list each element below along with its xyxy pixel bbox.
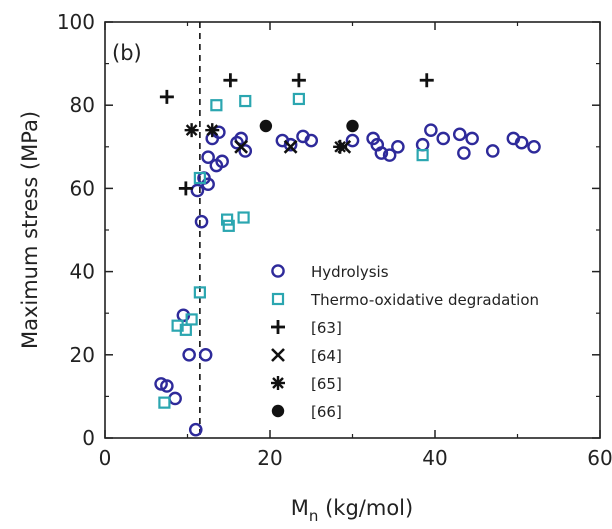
data-point: [527, 139, 541, 154]
data-point: [193, 286, 206, 299]
y-tick-label: 80: [70, 93, 95, 117]
legend: Hydrolysis Thermo-oxidative degradation [6…: [271, 263, 539, 421]
x-axis-title-main: M: [291, 496, 309, 520]
x-axis-title: Mn (kg/mol): [291, 496, 413, 525]
legend-item-4: [65]: [271, 375, 342, 393]
data-point: [185, 313, 198, 326]
panel-label: (b): [112, 41, 142, 65]
data-point: [221, 213, 234, 226]
data-point: [223, 73, 238, 88]
y-tick-label: 100: [57, 10, 95, 34]
legend-item-5: [66]: [271, 403, 342, 421]
axis-ticks-group: 0 20 40 60 0 20 40 60 80 100: [57, 10, 612, 470]
legend-label: [64]: [311, 347, 342, 365]
data-point: [333, 139, 348, 154]
y-tick-label: 60: [70, 176, 95, 200]
legend-label: Hydrolysis: [311, 263, 389, 281]
data-point: [485, 144, 500, 158]
data-point: [160, 379, 174, 393]
data-point: [201, 177, 215, 192]
data-point: [222, 219, 235, 232]
data-point: [436, 131, 451, 146]
y-axis-title: Maximum stress (MPa): [18, 111, 42, 349]
x-tick-label: 60: [587, 446, 612, 470]
data-point: [234, 139, 249, 154]
data-point: [182, 347, 196, 362]
data-point: [205, 123, 220, 138]
data-point: [346, 119, 359, 133]
data-point: [374, 146, 389, 160]
data-point: [158, 396, 171, 409]
data-points-group: [154, 73, 541, 437]
series-4: [184, 123, 348, 154]
data-point: [215, 154, 229, 169]
data-point: [304, 133, 319, 148]
data-point: [382, 148, 397, 162]
series-2: [159, 73, 434, 196]
legend-label: Thermo-oxidative degradation: [310, 291, 539, 309]
data-point: [194, 214, 209, 229]
legend-item-3: [64]: [271, 347, 342, 365]
legend-marker: [271, 320, 285, 334]
legend-item-1: Thermo-oxidative degradation: [271, 291, 539, 309]
data-point: [188, 422, 203, 437]
data-point: [391, 139, 405, 154]
data-point: [259, 119, 273, 133]
y-tick-label: 20: [70, 343, 95, 367]
data-point: [210, 99, 223, 112]
data-point: [198, 347, 213, 362]
legend-label: [65]: [311, 375, 342, 393]
data-point: [283, 139, 298, 154]
legend-marker: [271, 348, 285, 362]
data-point: [424, 123, 438, 137]
data-point: [239, 94, 252, 108]
legend-marker: [271, 264, 285, 278]
series-1: [158, 92, 429, 409]
x-tick-label: 40: [422, 446, 447, 470]
data-point: [234, 131, 248, 146]
legend-item-2: [63]: [271, 319, 342, 337]
y-tick-label: 40: [70, 260, 95, 284]
legend-marker: [271, 292, 285, 306]
legend-marker: [271, 404, 285, 418]
legend-label: [63]: [311, 319, 342, 337]
plot-frame: [104, 21, 601, 439]
data-point: [419, 73, 434, 88]
series-5: [259, 119, 359, 133]
data-point: [190, 183, 205, 198]
data-point: [465, 131, 479, 146]
data-point: [178, 181, 193, 196]
data-point: [237, 211, 250, 224]
legend-label: [66]: [311, 403, 342, 421]
plot-border: [104, 21, 601, 439]
data-point: [345, 133, 360, 148]
legend-item-0: Hydrolysis: [271, 263, 389, 281]
y-tick-label: 0: [82, 426, 95, 450]
data-point: [457, 146, 471, 160]
data-point: [452, 127, 467, 142]
x-tick-label: 0: [99, 446, 112, 470]
x-axis-title-subscript: n: [309, 507, 319, 525]
data-point: [292, 92, 305, 106]
data-point: [201, 150, 215, 164]
data-point: [291, 73, 306, 88]
x-axis-title-unit: (kg/mol): [318, 496, 413, 520]
data-point: [416, 149, 429, 162]
data-point: [184, 123, 199, 138]
data-point: [238, 144, 253, 158]
x-tick-label: 20: [257, 446, 282, 470]
legend-marker: [271, 376, 285, 390]
data-point: [193, 171, 206, 185]
data-point: [415, 137, 430, 152]
data-point: [514, 135, 529, 150]
data-point: [159, 89, 174, 104]
data-point: [283, 137, 298, 152]
data-point: [168, 391, 182, 406]
